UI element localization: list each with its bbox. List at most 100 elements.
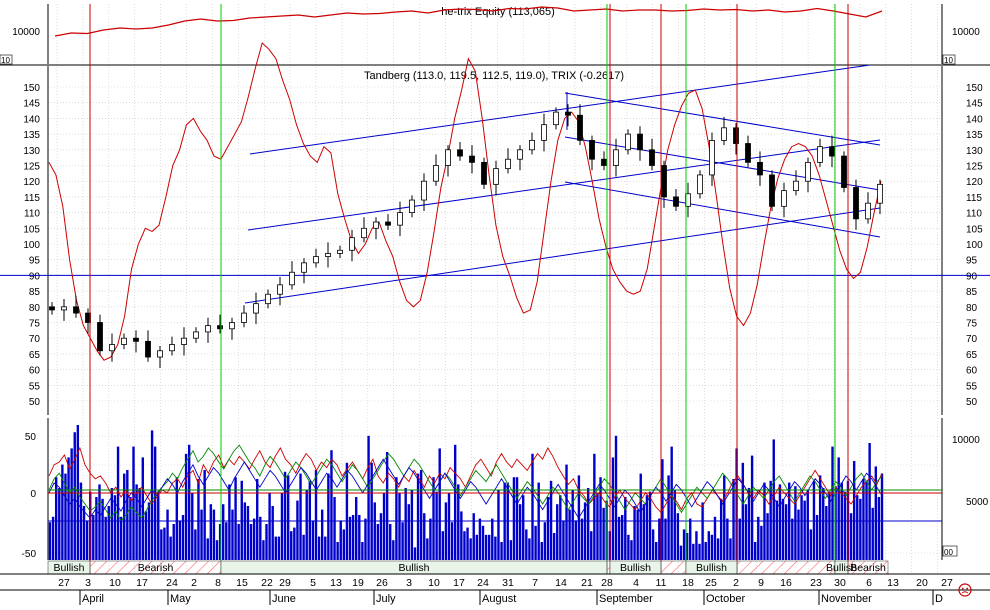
volume-bar <box>416 473 420 560</box>
volume-bar <box>370 462 373 560</box>
volume-bar <box>791 518 794 560</box>
volume-bar <box>67 457 70 560</box>
candle-body <box>145 340 151 358</box>
volume-bar <box>271 506 274 560</box>
volume-bar <box>472 513 475 560</box>
volume-bar <box>565 464 568 560</box>
volume-bar <box>373 502 376 560</box>
volume-bar <box>150 430 154 560</box>
volume-bar <box>438 448 441 560</box>
volume-bar <box>469 538 472 560</box>
volume-bar <box>48 522 52 560</box>
price-tick-label: 90 <box>29 271 41 282</box>
volume-bar <box>209 504 213 560</box>
volume-bar <box>395 477 398 560</box>
signal-band-label: Bearish <box>850 562 886 574</box>
day-label: 13 <box>330 577 342 589</box>
volume-bar <box>868 443 871 560</box>
volume-bar <box>423 513 426 560</box>
volume-bar <box>593 453 596 560</box>
volume-bar <box>348 516 352 560</box>
volume-bar <box>639 473 642 560</box>
price-tick-label: 75 <box>966 319 978 330</box>
candle-body <box>793 180 799 192</box>
volume-bar <box>364 518 367 560</box>
price-tick-label: 145 <box>966 99 983 110</box>
volume-bar <box>655 542 658 560</box>
bearish-band <box>660 560 687 575</box>
candle-body <box>529 139 535 151</box>
candle-body <box>337 249 343 254</box>
price-tick-label: 135 <box>966 130 983 141</box>
price-tick-label: 150 <box>23 83 40 94</box>
volume-bar <box>153 446 157 560</box>
volume-bar <box>286 475 290 560</box>
day-label: 20 <box>916 577 928 589</box>
volume-bar <box>546 497 550 560</box>
candle-body <box>433 165 439 182</box>
candle-body <box>601 158 607 166</box>
candle-body <box>397 212 403 226</box>
candle-body <box>589 139 595 160</box>
candle-body <box>673 196 679 207</box>
volume-bar <box>784 504 788 560</box>
volume-bar <box>809 529 813 560</box>
candle-body <box>697 174 703 195</box>
price-tick-label: 95 <box>966 256 978 267</box>
volume-bar <box>719 498 723 560</box>
volume-bar <box>101 498 104 560</box>
volume-bar <box>466 527 469 560</box>
sad-face-icon[interactable] <box>958 583 972 597</box>
volume-bar <box>670 446 673 560</box>
volume-bar <box>222 504 225 560</box>
volume-bar <box>497 489 500 560</box>
candle-body <box>109 344 115 352</box>
candle-body <box>505 158 511 170</box>
volume-bar <box>769 480 772 560</box>
volume-bar <box>175 477 179 560</box>
signal-bands: Bullish Bearish Bullish Bullish Bullish Bulli… <box>47 560 889 575</box>
candle-body <box>781 190 787 207</box>
price-tick-label: 120 <box>23 177 40 188</box>
candle-body <box>817 146 823 163</box>
volume-bar <box>803 500 806 560</box>
price-tick-label: 130 <box>23 146 40 157</box>
volume-bar <box>834 486 837 560</box>
volume-bar <box>58 488 61 560</box>
volume-bar <box>197 479 200 560</box>
volume-bar <box>249 524 253 560</box>
trix-line <box>48 42 882 361</box>
volume-bar <box>667 475 670 560</box>
volume-bar <box>571 489 574 560</box>
volume-bar <box>200 509 203 560</box>
candle-body <box>745 143 751 163</box>
candle-body <box>277 284 283 295</box>
day-label: 6 <box>866 577 872 589</box>
price-tick-label: 65 <box>966 350 978 361</box>
volume-tick-label: 10000 <box>952 435 980 446</box>
volume-bar <box>358 515 361 560</box>
volume-bar <box>781 498 785 560</box>
candle-body <box>565 111 571 116</box>
volume-bar <box>679 545 683 560</box>
volume-bar <box>831 446 834 560</box>
osc-corner-label: 00 <box>944 548 953 557</box>
volume-bar <box>457 484 460 560</box>
volume-bar <box>187 444 191 560</box>
price-tick-label: 100 <box>23 240 40 251</box>
candle-body <box>481 161 487 185</box>
volume-bar <box>429 518 432 560</box>
osc-corner-box <box>942 545 958 557</box>
oscillator-line <box>48 446 883 514</box>
equity-panel: he-trix Equity (113,065) 10000 10000 10 … <box>0 4 990 66</box>
volume-bar <box>636 509 639 560</box>
candlesticks <box>49 104 883 369</box>
price-panel: Tandberg (113.0, 119.5, 112.5, 119.0), T… <box>0 42 990 415</box>
volume-bar <box>673 489 676 560</box>
grid <box>48 4 942 574</box>
day-label: 22 <box>261 577 273 589</box>
volume-bar <box>627 534 630 560</box>
bearish-band <box>736 560 836 575</box>
trend-line <box>564 181 881 238</box>
volume-bar <box>531 453 534 560</box>
